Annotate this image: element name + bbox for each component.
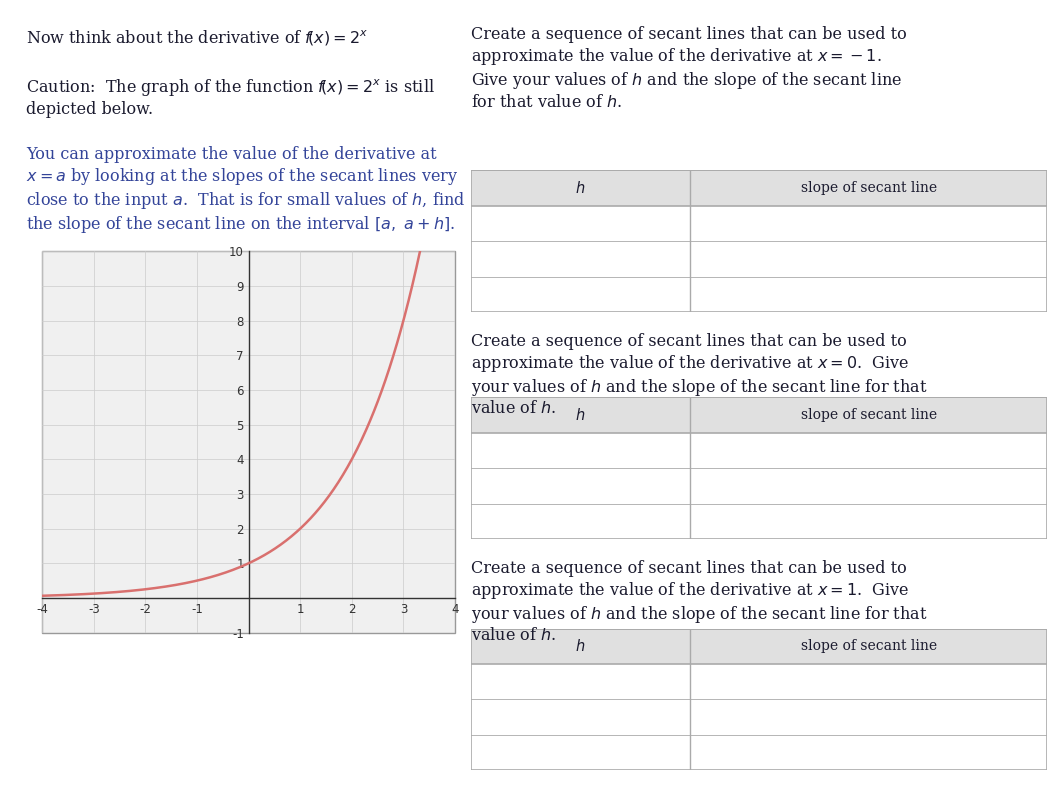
- Bar: [471, 241, 1047, 277]
- Text: Create a sequence of secant lines that can be used to
approximate the value of t: Create a sequence of secant lines that c…: [471, 26, 907, 110]
- Bar: [471, 735, 1047, 770]
- Bar: [471, 433, 1047, 468]
- Text: You can approximate the value of the derivative at
$x = a$ by looking at the slo: You can approximate the value of the der…: [26, 146, 466, 235]
- Text: $h$: $h$: [576, 407, 585, 423]
- Text: Now think about the derivative of $f\!\left(x\right) = 2^{x}$: Now think about the derivative of $f\!\l…: [26, 28, 369, 47]
- Bar: [471, 699, 1047, 735]
- Text: slope of secant line: slope of secant line: [801, 181, 936, 195]
- Text: $h$: $h$: [576, 638, 585, 654]
- Text: slope of secant line: slope of secant line: [801, 408, 936, 423]
- Text: Create a sequence of secant lines that can be used to
approximate the value of t: Create a sequence of secant lines that c…: [471, 560, 928, 644]
- Bar: [471, 469, 1047, 504]
- Bar: [471, 170, 1047, 206]
- Bar: [471, 629, 1047, 664]
- Text: slope of secant line: slope of secant line: [801, 639, 936, 654]
- Bar: [471, 277, 1047, 312]
- Bar: [471, 397, 1047, 433]
- Text: Caution:  The graph of the function $f\!\left(x\right) = 2^{x}$ is still
depicte: Caution: The graph of the function $f\!\…: [26, 77, 435, 118]
- Bar: [471, 504, 1047, 539]
- Bar: [471, 206, 1047, 242]
- Text: Create a sequence of secant lines that can be used to
approximate the value of t: Create a sequence of secant lines that c…: [471, 333, 928, 417]
- Bar: [471, 664, 1047, 699]
- Text: $h$: $h$: [576, 180, 585, 196]
